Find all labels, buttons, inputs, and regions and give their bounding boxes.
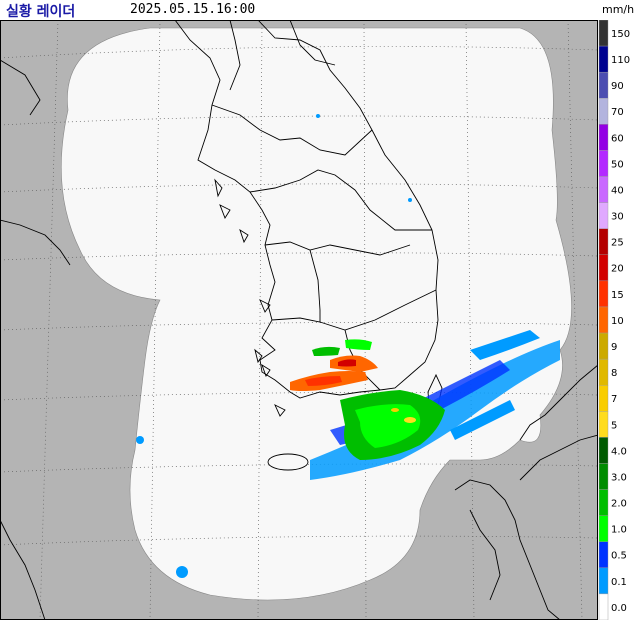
legend-swatch [598,98,609,125]
legend-label: 20 [611,264,624,275]
lat-lon-grid [0,20,598,620]
legend-swatch [598,228,609,255]
korean-peninsula-coastline [174,20,439,399]
legend-label: 0.5 [611,551,627,562]
legend-swatch [598,254,609,282]
legend-swatch [598,358,609,386]
legend-swatch [598,150,609,177]
legend-label: 8 [611,368,617,379]
map-title: 실황 레이더 [6,4,76,20]
legend-unit-label: mm/h [602,3,635,16]
legend-swatch [598,71,609,99]
legend-swatch [598,515,609,542]
legend-label: 9 [611,342,617,353]
legend-label: 2.0 [611,499,627,510]
legend-label: 150 [611,29,630,40]
legend-swatch [598,489,609,516]
legend-swatch [598,332,609,360]
legend-label: 1.0 [611,525,627,536]
radar-map[interactable] [0,20,598,620]
legend-label: 90 [611,81,624,92]
legend-label: 3.0 [611,472,627,483]
radar-coverage-area [60,27,572,601]
legend-swatch [598,411,609,438]
legend-swatch [598,463,609,490]
coastlines [0,20,598,620]
precipitation-echoes [136,114,560,578]
legend-label: 5 [611,420,617,431]
legend-label: 60 [611,133,624,144]
legend-swatch [598,541,609,569]
header-bar: 실황 레이더 2025.05.15.16:00 mm/h [0,0,635,20]
legend-label: 30 [611,212,624,223]
legend-swatch [598,306,609,334]
legend-label: 10 [611,316,624,327]
legend-label: 0.0 [611,603,627,614]
observation-timestamp: 2025.05.15.16:00 [130,2,256,17]
precipitation-legend: 150 110 90 70 60 50 40 30 25 20 15 10 9 8 7 5 4.0 3.0 2.0 1… [598,20,630,620]
legend-label: 110 [611,55,630,66]
legend-swatch [598,202,609,229]
legend-swatch [598,45,609,73]
legend-label: 15 [611,290,624,301]
legend-label: 70 [611,107,624,118]
legend-label: 25 [611,238,624,249]
jeju-island [267,453,309,471]
legend-swatch [598,20,609,47]
legend-swatch [598,124,609,151]
legend-swatch [598,176,609,203]
legend-label: 7 [611,394,617,405]
legend-label: 50 [611,159,624,170]
legend-label: 40 [611,185,624,196]
japan-coastline [519,364,598,441]
legend-swatch [598,567,609,595]
legend-label: 0.1 [611,577,627,588]
legend-swatch [598,385,609,412]
legend-swatch [598,593,609,620]
legend-swatch [598,437,609,464]
legend-swatch [598,280,609,308]
china-coastline [0,219,71,266]
legend-label: 4.0 [611,446,627,457]
